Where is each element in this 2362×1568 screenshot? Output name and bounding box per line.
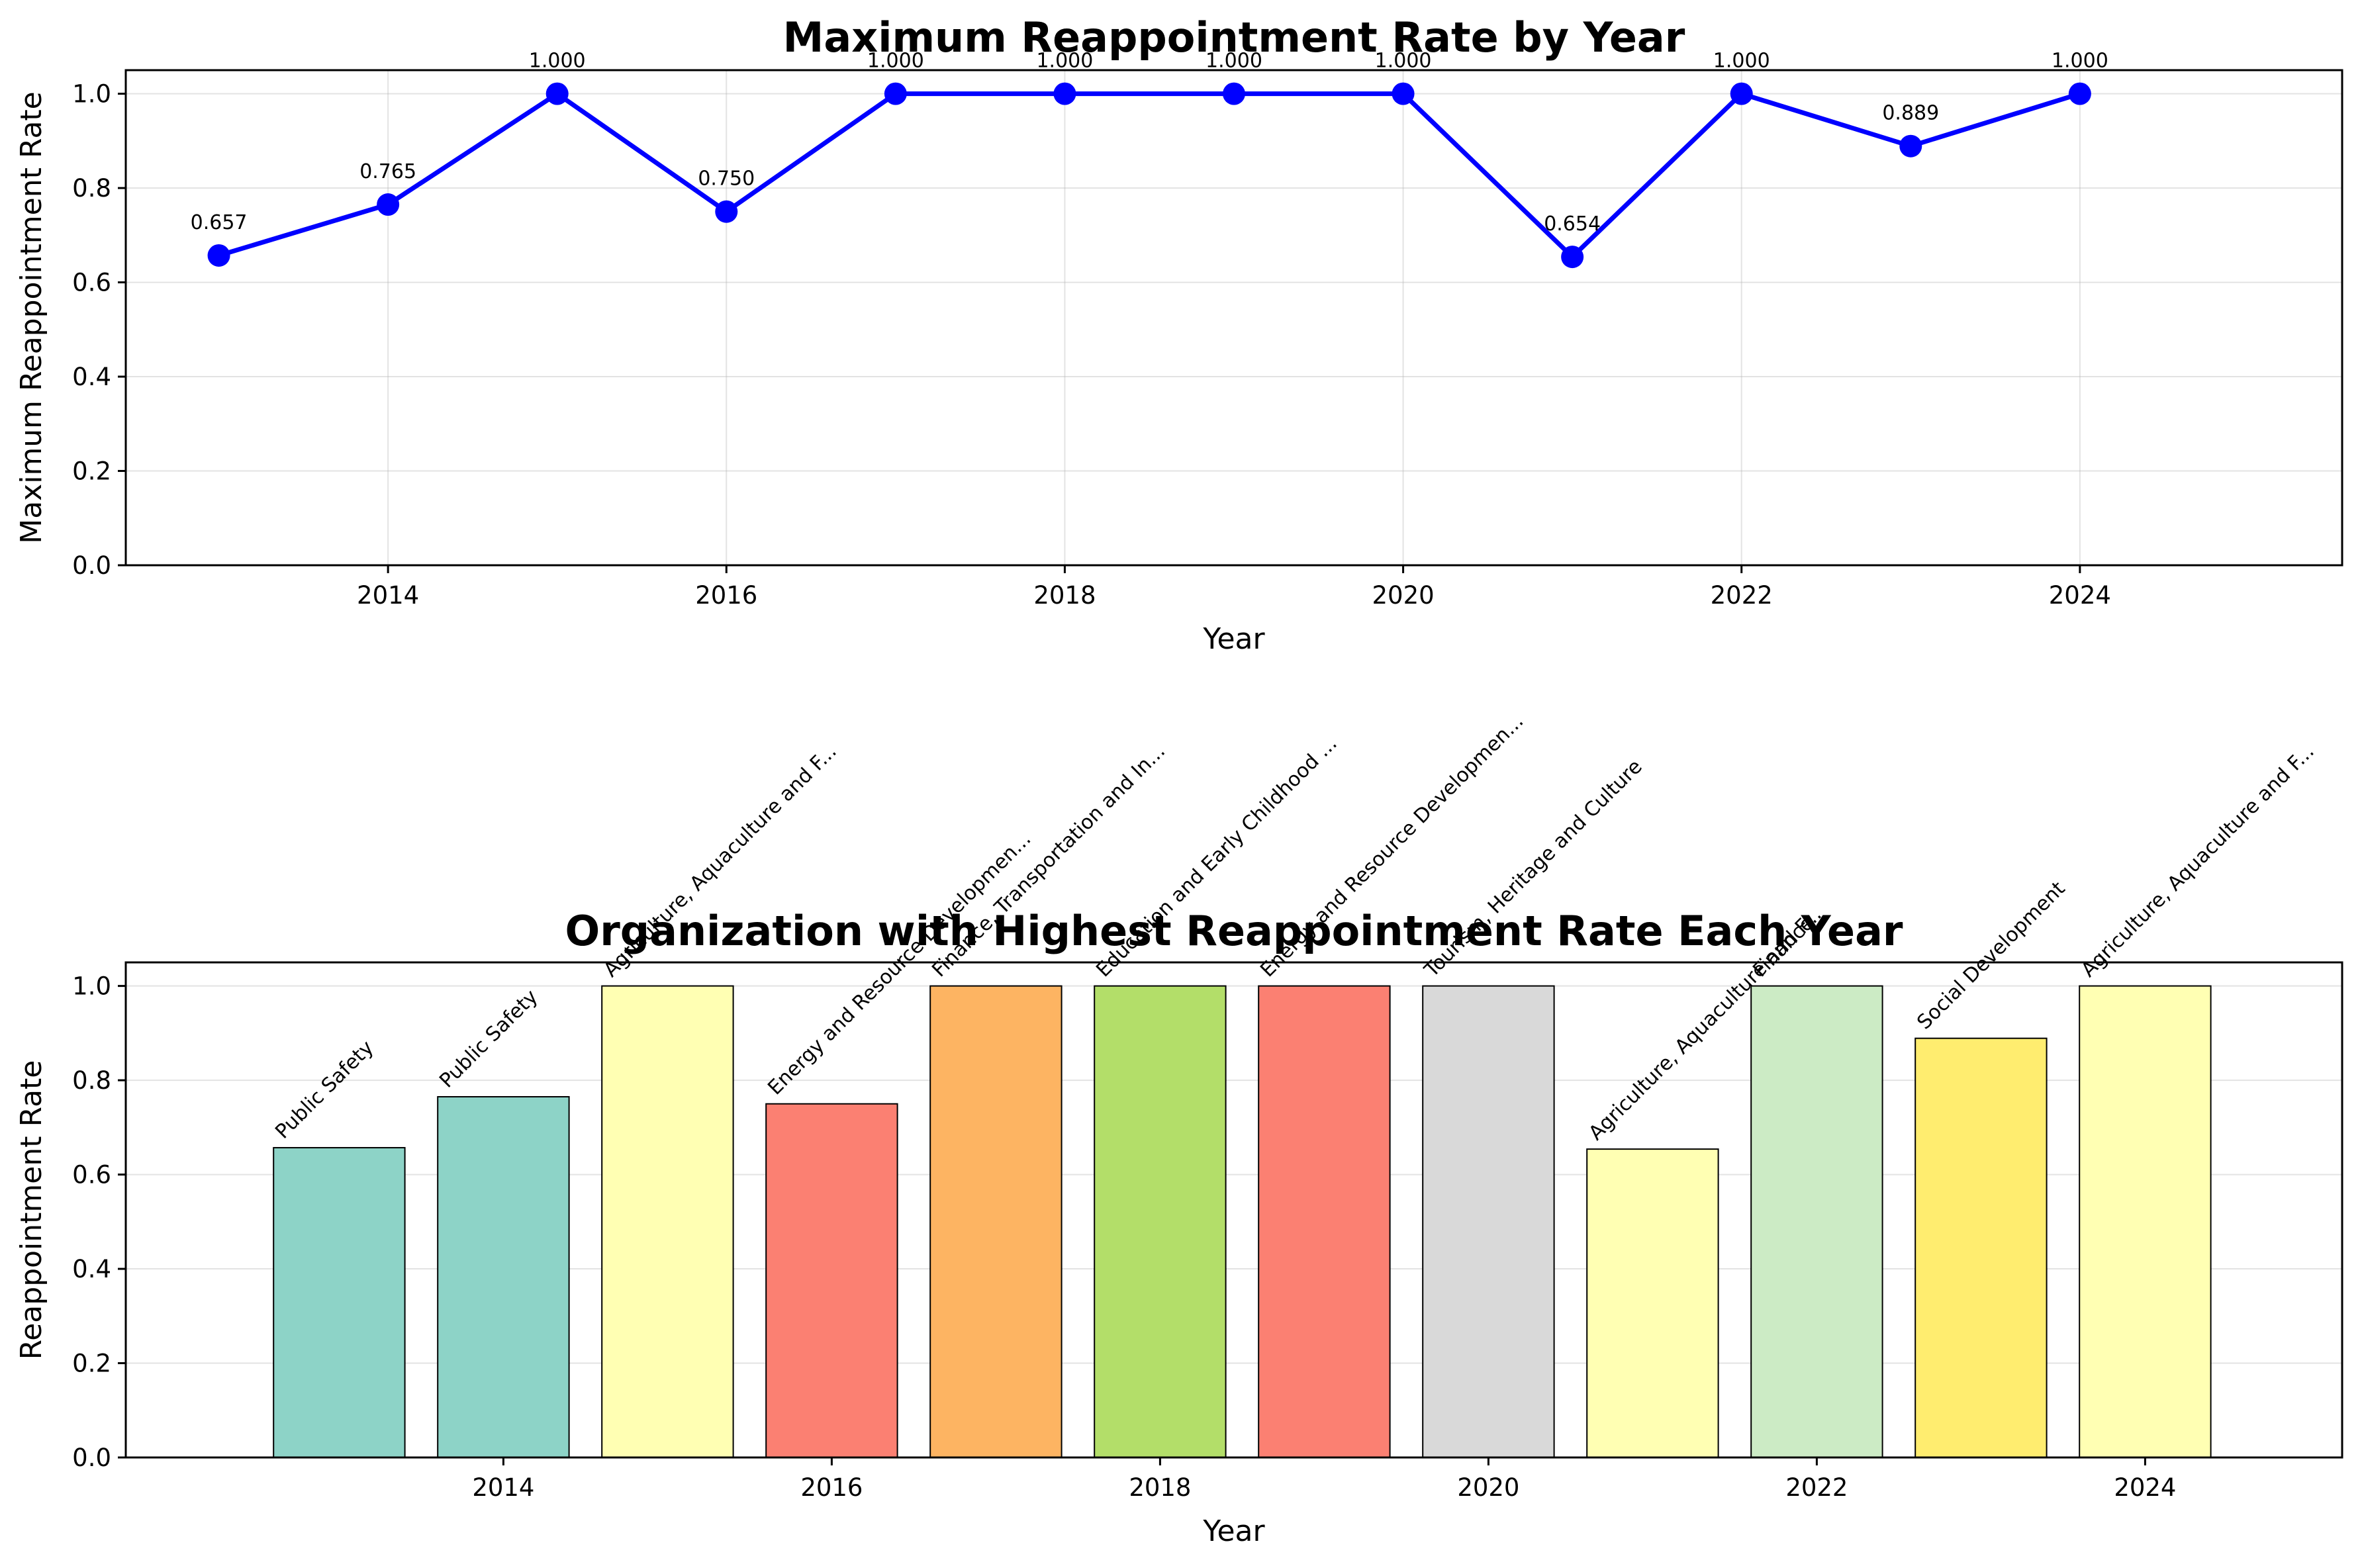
line-point-2017 [884,82,907,105]
line-chart-x-axis-label: Year [1202,622,1265,656]
line-point-2023 [1899,134,1922,158]
bar-chart-xtick-label: 2020 [1457,1473,1519,1502]
line-point-label-2014: 0.765 [359,160,416,183]
line-chart-ytick-label: 0.6 [72,269,111,297]
bar-chart-series [273,985,2212,1459]
line-chart-xtick-label: 2024 [2049,581,2111,610]
line-series-path [218,91,2081,259]
bar-2015 [601,985,734,1458]
bar-chart-xtick-label: 2022 [1785,1473,1848,1502]
bar-chart-y-axis-label: Reappointment Rate [15,1060,48,1360]
bar-2014 [437,1096,570,1458]
line-chart-ytick-label: 0.0 [72,551,111,580]
line-point-label-2017: 1.000 [867,50,924,73]
line-point-label-2018: 1.000 [1036,50,1093,73]
line-point-2020 [1392,82,1415,105]
bar-2022 [1750,985,1883,1458]
line-chart-ytick-label: 0.8 [72,174,111,203]
bar-chart-ytick-label: 0.0 [72,1444,111,1472]
bar-2021 [1586,1148,1719,1459]
bar-2013 [273,1146,406,1458]
bar-chart-plot-frame [124,961,2343,1459]
line-point-2024 [2068,82,2091,105]
bar-2018 [1094,985,1227,1458]
line-point-label-2020: 1.000 [1375,50,1432,73]
line-chart-ytick-label: 0.4 [72,363,111,391]
line-point-label-2013: 0.657 [191,211,248,234]
line-point-label-2023: 0.889 [1882,102,1939,125]
line-point-2015 [545,82,569,105]
line-point-2018 [1053,82,1076,105]
line-chart-xtick-label: 2014 [357,581,419,610]
line-chart-xtick-label: 2016 [695,581,757,610]
bar-chart-xtick-label: 2016 [800,1473,863,1502]
line-chart-xtick-label: 2020 [1372,581,1434,610]
bar-chart-x-axis-label: Year [1202,1514,1265,1548]
line-chart-xtick-label: 2022 [1711,581,1773,610]
line-point-label-2021: 0.654 [1544,212,1601,236]
line-chart-plot-frame [124,69,2343,567]
bar-2023 [1914,1037,2048,1458]
bar-chart-xtick-label: 2024 [2114,1473,2176,1502]
line-chart-xtick-label: 2018 [1033,581,1096,610]
line-point-2014 [377,193,400,216]
bar-2020 [1422,985,1555,1458]
bar-chart-ytick-label: 1.0 [72,972,111,1001]
bar-chart-ytick-label: 0.4 [72,1255,111,1283]
line-chart-series: 0.657 0.765 1.000 0.750 1.000 1.000 1.000 1.000… [191,50,2108,269]
bar-2017 [929,985,1063,1458]
line-point-label-2015: 1.000 [529,50,586,73]
bar-chart-xtick-label: 2014 [472,1473,534,1502]
line-point-2016 [715,200,738,223]
bar-2016 [765,1103,898,1458]
bar-chart-title: Organization with Highest Reappointment … [565,907,1903,955]
line-chart-ticks: 0.0 0.2 0.4 0.6 0.8 1.0 2014 2016 2018 2020 2022 20… [72,80,2111,610]
line-point-label-2019: 1.000 [1205,50,1262,73]
line-point-2019 [1223,82,1245,105]
line-chart: 0.0 0.2 0.4 0.6 0.8 1.0 2014 2016 2018 2020 2022 20… [15,13,2343,656]
line-point-2013 [207,244,230,267]
line-point-label-2022: 1.000 [1713,50,1770,73]
bar-chart-ytick-label: 0.6 [72,1161,111,1189]
line-point-label-2024: 1.000 [2052,50,2108,73]
line-chart-ytick-label: 0.2 [72,457,111,486]
bar-chart-ticks: 0.0 0.2 0.4 0.6 0.8 1.0 2014 2016 2018 2020 2022 20… [72,972,2176,1502]
bar-2019 [1258,985,1391,1458]
bar-chart-ytick-label: 0.2 [72,1350,111,1378]
line-point-2022 [1730,82,1753,105]
bar-2024 [2079,985,2212,1458]
line-chart-ytick-label: 1.0 [72,80,111,109]
bar-chart-ytick-label: 0.8 [72,1066,111,1095]
line-chart-title: Maximum Reappointment Rate by Year [783,13,1685,62]
line-point-2021 [1561,246,1584,269]
line-chart-y-axis-label: Maximum Reappointment Rate [15,91,48,544]
bar-chart-xtick-label: 2018 [1129,1473,1191,1502]
line-point-label-2016: 0.750 [698,167,755,191]
